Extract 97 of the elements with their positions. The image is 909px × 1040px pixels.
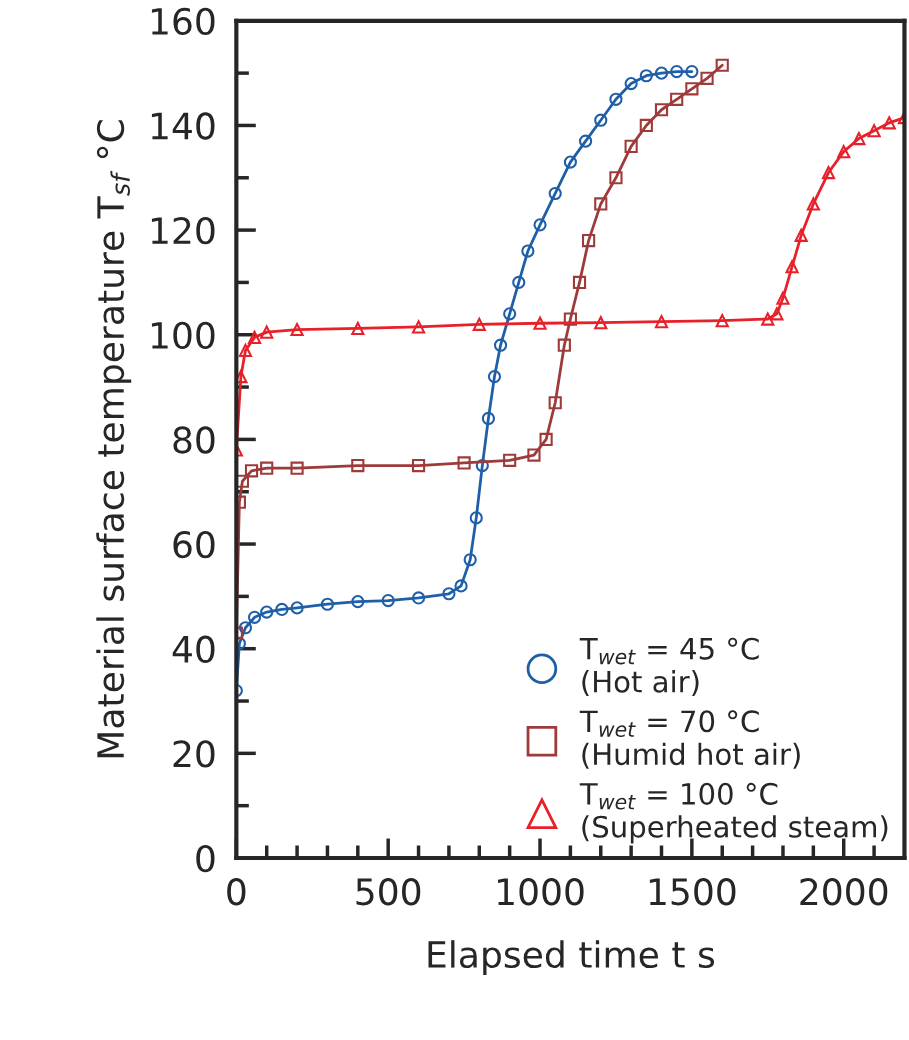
point	[685, 82, 699, 96]
point	[609, 92, 623, 106]
point	[236, 474, 250, 488]
point	[351, 321, 365, 336]
point	[381, 593, 395, 608]
point	[457, 456, 471, 470]
point	[563, 312, 577, 326]
point	[572, 275, 587, 290]
point	[594, 113, 608, 127]
point	[548, 186, 562, 201]
point	[275, 602, 289, 617]
point	[639, 69, 653, 83]
point	[594, 197, 608, 211]
legend-label: T$_{wet}$ = 45 °C (Hot air)	[579, 637, 759, 697]
point	[247, 330, 262, 344]
point	[770, 307, 784, 321]
point	[351, 458, 365, 473]
point	[563, 155, 577, 169]
point	[493, 338, 508, 352]
point	[469, 511, 483, 525]
point	[882, 116, 896, 130]
point	[654, 103, 669, 117]
point	[512, 275, 526, 290]
point	[290, 322, 304, 337]
point	[533, 316, 547, 330]
point	[411, 320, 426, 334]
point	[247, 610, 262, 624]
point	[806, 197, 820, 211]
point	[503, 453, 517, 467]
point	[685, 64, 699, 79]
point	[867, 124, 881, 138]
point	[236, 370, 248, 384]
x-tick-label: 0	[227, 878, 246, 906]
y-tick-label: 160	[151, 7, 215, 36]
point	[639, 118, 653, 133]
point	[578, 134, 593, 148]
point	[260, 325, 274, 339]
point	[260, 605, 274, 619]
point	[238, 343, 253, 358]
point	[487, 370, 502, 384]
point	[582, 233, 596, 248]
point	[411, 591, 426, 605]
point	[290, 461, 304, 475]
point	[527, 448, 541, 462]
point	[260, 461, 274, 475]
point	[290, 601, 304, 615]
point	[670, 92, 684, 106]
point	[654, 315, 669, 329]
point	[609, 171, 623, 185]
point	[715, 58, 729, 72]
y-tick-label: 120	[151, 217, 215, 245]
y-tick-label: 100	[151, 321, 215, 349]
y-axis-title: Material surface temperature T$_{sf}$ °C	[96, 120, 132, 758]
point	[624, 76, 638, 91]
y-tick-label: 140	[151, 112, 215, 140]
y-tick-label: 0	[196, 844, 215, 873]
x-tick-label: 1500	[649, 878, 736, 906]
point	[351, 595, 365, 609]
point	[481, 411, 495, 426]
point	[521, 244, 535, 258]
point	[700, 71, 714, 85]
point	[837, 145, 851, 159]
point	[472, 317, 486, 331]
point	[503, 307, 517, 321]
point	[670, 64, 684, 79]
point	[821, 165, 836, 180]
point	[794, 228, 808, 242]
x-tick-label: 500	[356, 878, 421, 906]
point	[454, 579, 468, 593]
y-tick-label: 20	[173, 740, 215, 768]
point	[548, 396, 562, 410]
point	[761, 312, 775, 326]
point	[533, 218, 547, 232]
y-tick-label: 80	[173, 426, 215, 454]
legend-label: T$_{wet}$ = 70 °C (Humid hot air)	[579, 710, 800, 769]
point	[442, 587, 456, 601]
point	[776, 291, 790, 305]
x-tick-label: 1000	[498, 878, 584, 906]
point	[852, 131, 866, 146]
point	[463, 553, 477, 567]
point	[320, 597, 335, 611]
point	[244, 464, 259, 478]
point	[785, 260, 799, 274]
point	[594, 316, 608, 330]
point	[411, 458, 426, 473]
point	[557, 338, 571, 352]
point	[654, 66, 669, 80]
point	[624, 139, 638, 153]
x-axis-title: Elapsed time t s	[428, 940, 715, 976]
point	[539, 432, 553, 446]
point	[238, 621, 253, 635]
y-tick-label: 60	[173, 530, 215, 559]
point	[475, 458, 489, 473]
y-tick-label: 40	[172, 635, 215, 663]
legend-label: T$_{wet}$ = 100 °C (Superheated steam)	[579, 782, 888, 844]
x-tick-label: 2000	[800, 878, 888, 906]
point	[715, 314, 729, 328]
